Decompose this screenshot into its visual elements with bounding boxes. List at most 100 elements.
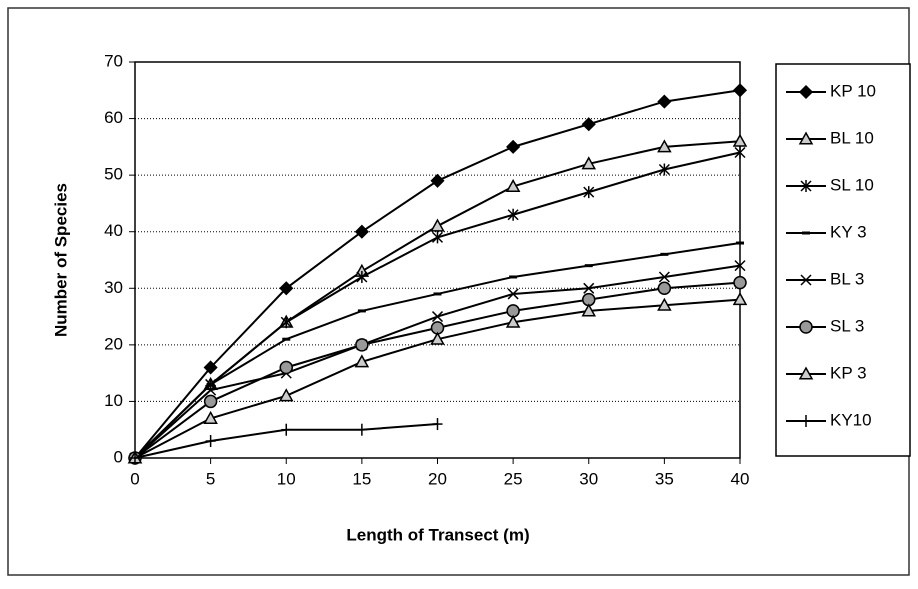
x-tick-label: 40 [731,469,750,488]
y-tick-label: 70 [104,51,123,70]
marker-part [733,275,747,290]
marker-part [203,410,218,424]
marker [734,260,746,272]
marker-part [798,84,814,100]
legend-label: SL 3 [830,316,864,335]
legend [775,63,911,457]
marker [657,297,672,311]
marker [506,139,521,154]
marker [431,311,444,323]
marker-part [507,288,519,300]
marker [354,224,369,239]
marker [205,384,217,396]
x-tick-label: 15 [352,469,371,488]
marker-part [506,139,521,154]
marker [355,338,369,352]
marker-part [798,366,814,380]
legend-label: KY10 [830,410,872,429]
y-tick-label: 10 [104,391,123,410]
marker [801,415,811,427]
marker [507,208,519,221]
x-axis-label: Length of Transect (m) [346,525,529,544]
marker-part [657,297,672,311]
marker [657,139,672,153]
marker [356,270,368,283]
marker [799,320,813,334]
marker-part [430,218,445,232]
marker [205,435,216,448]
marker [581,117,596,132]
marker-part [505,178,521,193]
marker-part [799,320,813,334]
marker [279,281,294,296]
marker-part [798,131,814,145]
marker [798,84,814,100]
marker-part [581,303,597,317]
y-tick-label: 60 [104,108,123,127]
marker [800,180,812,192]
marker [734,146,746,159]
marker-part [583,282,595,294]
marker [279,360,293,375]
y-tick-label: 30 [104,278,123,297]
x-tick-label: 35 [655,469,674,488]
marker-part [732,292,748,306]
marker-part [279,281,294,296]
legend-label: KP 10 [830,81,876,100]
x-tick-label: 5 [206,469,215,488]
marker [505,314,521,328]
legend-label: KY 3 [830,222,867,241]
y-tick-label: 20 [104,334,123,353]
marker-part [431,311,444,323]
marker-part [278,388,294,402]
y-tick-label: 0 [114,447,123,466]
marker-part [657,139,672,153]
marker-part [581,117,596,132]
marker [432,418,443,431]
marker-part [657,281,672,296]
marker [280,316,292,329]
marker-part [203,360,218,375]
marker [430,173,445,188]
marker [278,388,294,402]
marker [507,288,519,300]
marker [583,282,595,294]
marker-part [505,314,521,328]
x-tick-label: 20 [428,469,447,488]
marker-part [732,133,748,147]
marker [281,423,292,436]
marker-part [581,156,597,170]
marker [505,178,521,193]
marker [732,133,748,147]
marker [583,186,595,199]
legend-label: BL 3 [830,269,864,288]
chart-frame [7,7,910,576]
legend-label: SL 10 [830,175,874,194]
marker [203,410,218,424]
x-tick-label: 0 [130,469,139,488]
marker [581,156,597,170]
marker [430,331,445,345]
marker [430,218,445,232]
marker-part [354,224,369,239]
marker [130,452,140,464]
marker [732,83,748,98]
marker-part [430,173,445,188]
x-tick-label: 10 [277,469,296,488]
marker [203,360,218,375]
legend-label: BL 10 [830,128,874,147]
marker-part [800,274,812,286]
marker-part [355,338,369,352]
x-tick-label: 30 [579,469,598,488]
marker [658,271,670,283]
marker-part [203,394,218,409]
marker [203,394,218,409]
marker [658,163,670,176]
marker [581,303,597,317]
y-tick-label: 40 [104,221,123,240]
marker-part [658,271,670,283]
marker [354,354,370,368]
marker-part [354,354,370,368]
marker [732,292,748,306]
